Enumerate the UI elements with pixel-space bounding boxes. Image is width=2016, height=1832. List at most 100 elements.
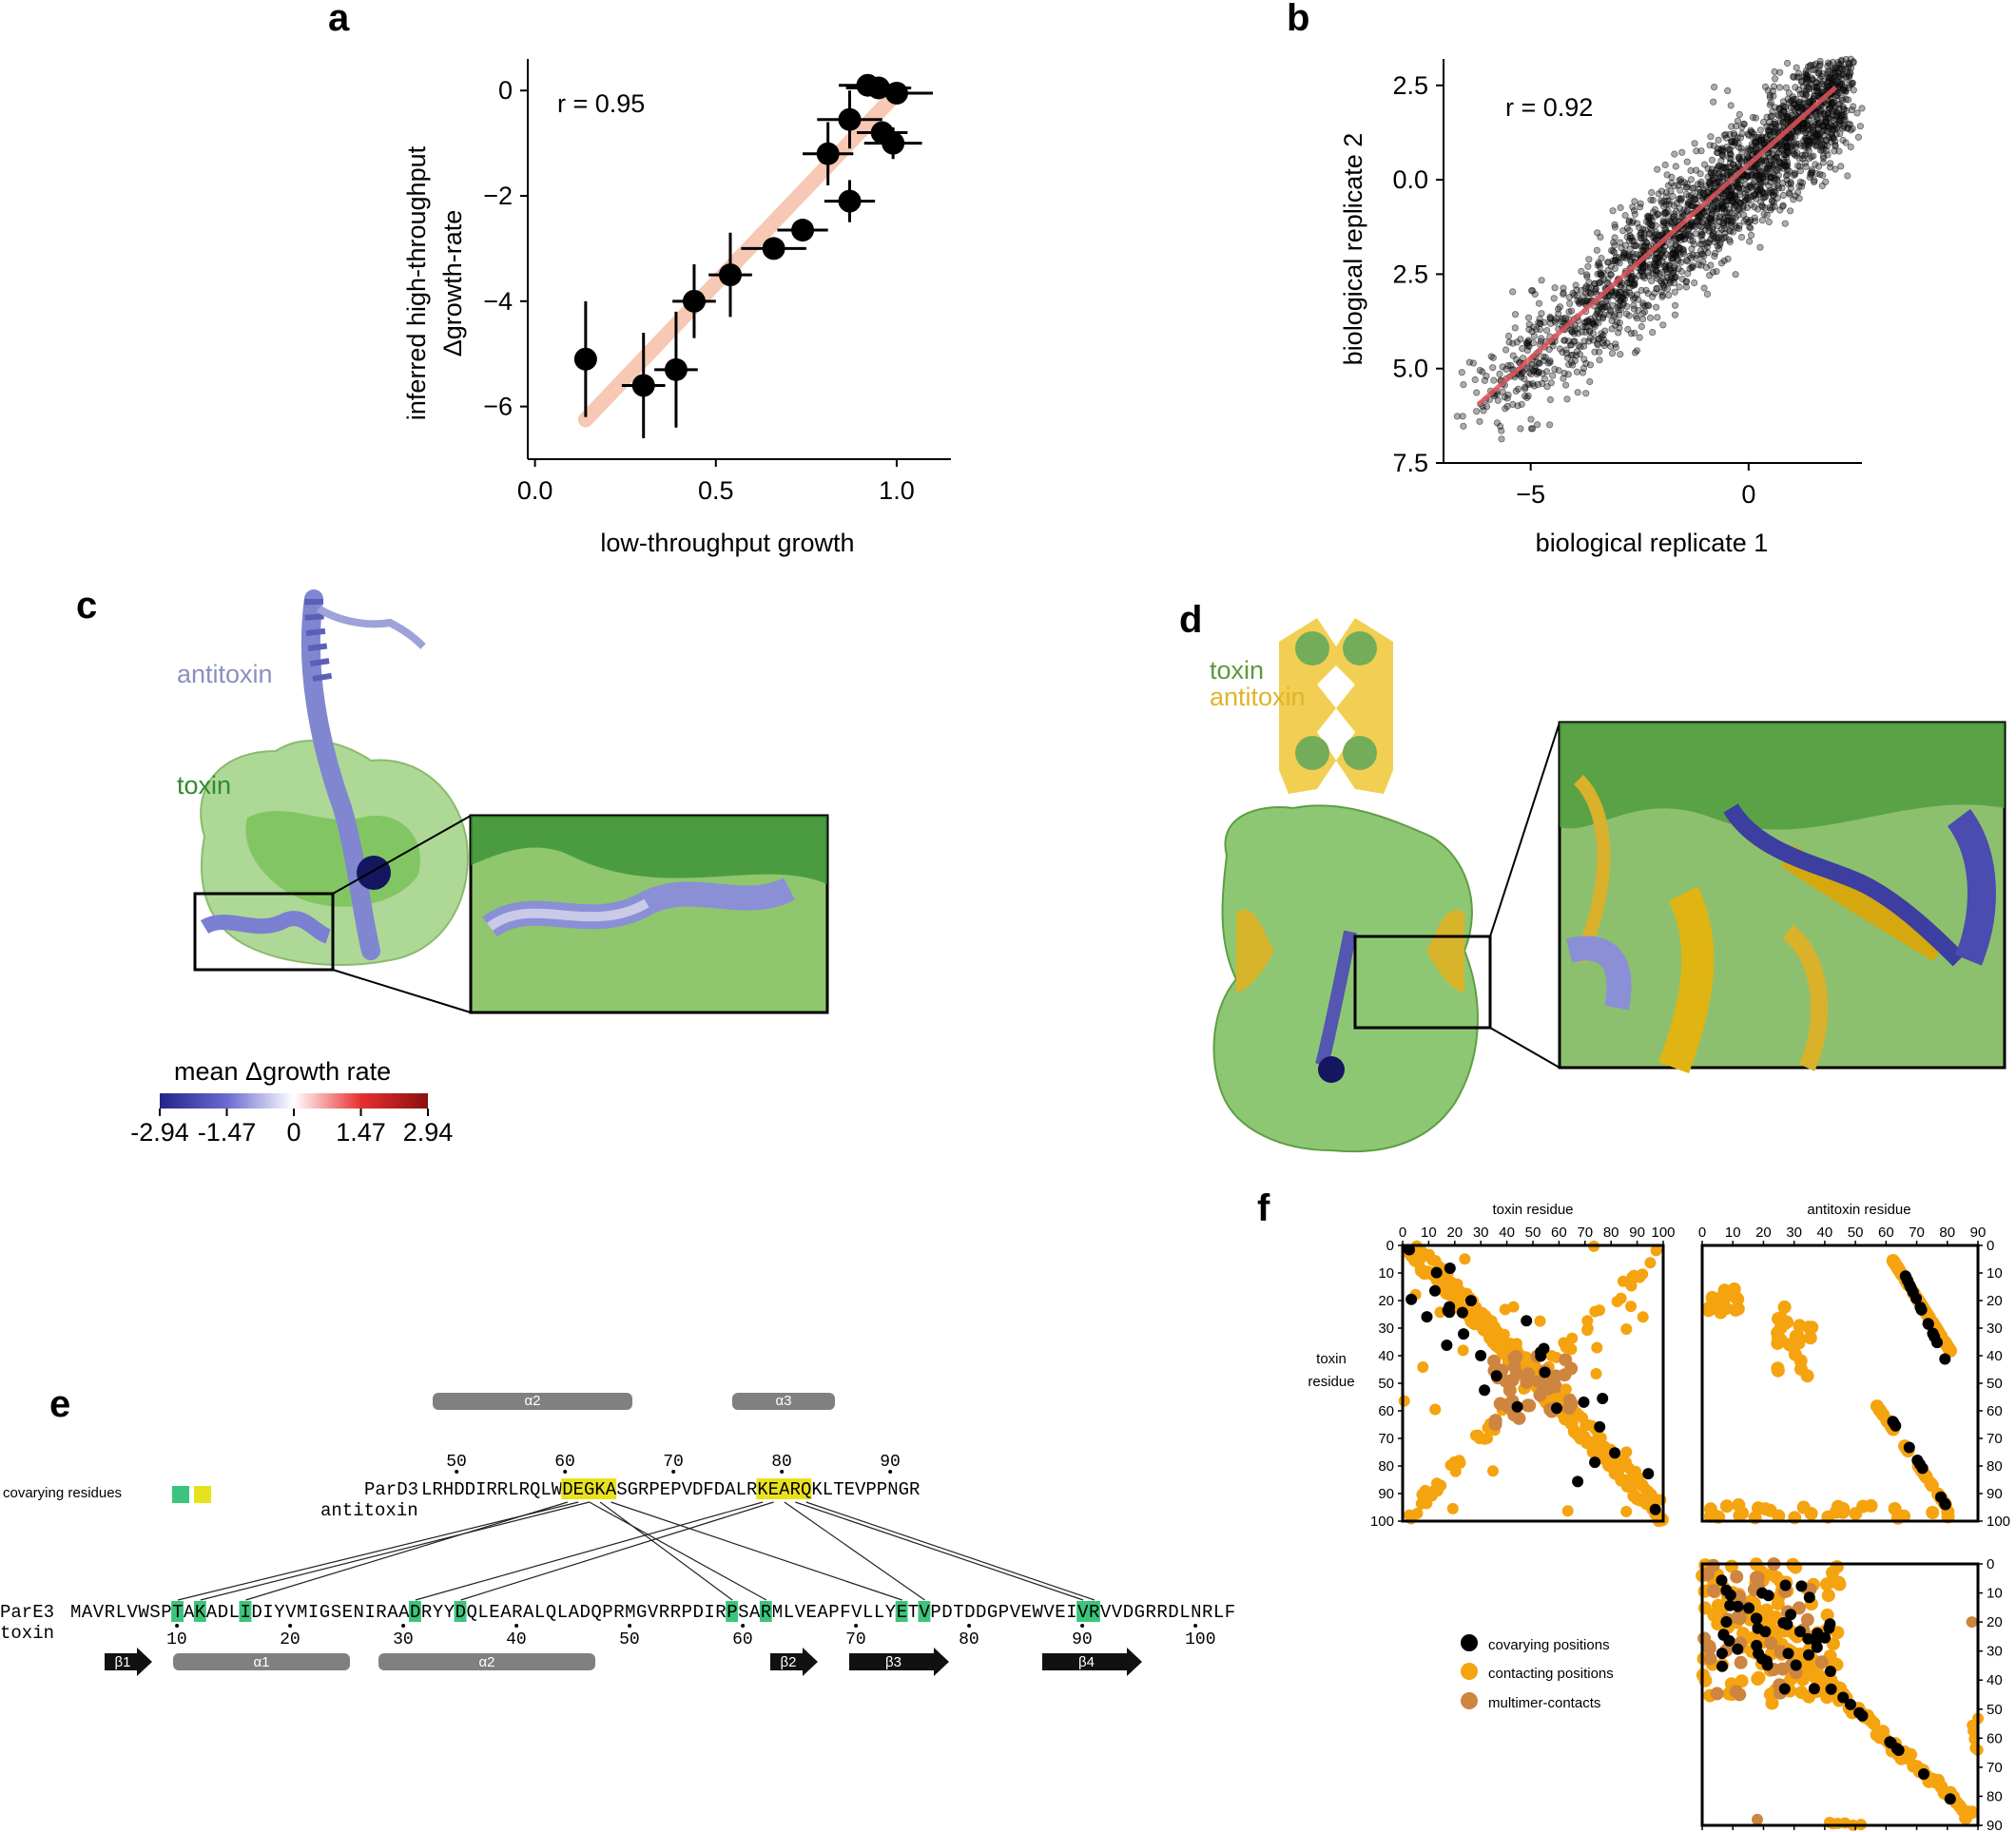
panel-b-point (1517, 425, 1524, 433)
tetramer-dark-residue (1318, 1056, 1345, 1083)
panel-b-point (1607, 270, 1615, 279)
contact-map-dot (1444, 1263, 1456, 1274)
panel-b-point (1818, 80, 1826, 88)
panel-b-point (1738, 129, 1746, 138)
antitoxin-number-dot (780, 1470, 785, 1474)
panel-b-point (1717, 236, 1725, 243)
panel-a-point (863, 127, 922, 160)
contact-map-dot (1743, 1602, 1755, 1614)
antitoxin-residue: V (682, 1479, 693, 1500)
panel-b-point (1610, 313, 1618, 320)
panel-b-point (1676, 283, 1683, 291)
panel-b-point (1671, 150, 1678, 158)
contact-map-xtick-label: 30 (1473, 1225, 1489, 1241)
panel-b-point (1770, 92, 1777, 100)
panel-b-point (1711, 169, 1718, 177)
contact-map-dot (1697, 1631, 1712, 1646)
panel-b-point (1556, 345, 1564, 353)
toxin-residue: A (398, 1602, 410, 1623)
toxin-residue: A (184, 1602, 195, 1623)
toxin-number-dot (741, 1624, 746, 1628)
contact-map-dot (1825, 1683, 1837, 1695)
toxin-ss-label: β3 (885, 1654, 901, 1670)
colorbar-tick-label: 0 (286, 1118, 300, 1147)
panel-b-point (1820, 131, 1828, 139)
panel-b-point (1802, 129, 1810, 137)
antitoxin-number: 70 (663, 1453, 684, 1472)
panel-b-point (1600, 341, 1608, 350)
panel-b-point (1699, 258, 1707, 265)
toxin-residue: E (489, 1602, 499, 1623)
panel-b-point (1458, 369, 1465, 376)
panel-b-point (1560, 369, 1568, 377)
panel-b-point (1794, 188, 1802, 196)
panel-b-point (1726, 149, 1734, 157)
panel-f-antitoxin-residue-title: antitoxin residue (1807, 1202, 1910, 1218)
panel-f-ylabel-line2: residue (1308, 1374, 1354, 1390)
panel-b-point (1752, 191, 1759, 199)
toxin-residue: R (761, 1602, 771, 1623)
legend-label-multimer: multimer-contacts (1488, 1695, 1600, 1711)
panel-b-point (1649, 293, 1657, 300)
toxin-number: 30 (393, 1630, 414, 1649)
panel-b-annotation: r = 0.92 (1505, 93, 1593, 122)
panel-b-point (1814, 163, 1823, 170)
panel-b-point (1567, 341, 1575, 349)
panel-b-point (1524, 314, 1533, 321)
contact-map-dot (1734, 1655, 1748, 1669)
toxin-residue: D (456, 1602, 466, 1623)
contact-map-dot (1421, 1311, 1433, 1323)
panel-b-point (1823, 142, 1832, 149)
contact-map-dot (1441, 1340, 1453, 1351)
panel-b-point (1740, 218, 1748, 225)
panel-b-point (1582, 390, 1590, 397)
panel-b-point (1584, 262, 1592, 270)
contact-map-dot (1731, 1610, 1745, 1625)
panel-b-point (1604, 259, 1612, 266)
panel-b-point (1779, 102, 1787, 110)
contact-map-ytick-label: 20 (1987, 1293, 2003, 1309)
panel-b-point (1715, 162, 1722, 169)
toxin-residue: R (105, 1602, 115, 1623)
panel-b-point (1848, 106, 1855, 114)
contact-map-dot (1803, 1649, 1814, 1661)
contact-map-dot (1870, 1399, 1884, 1414)
panel-b-point (1765, 218, 1774, 226)
panel-a-point (817, 90, 882, 149)
contact-map-dot (1890, 1419, 1902, 1432)
panel-b-point (1555, 367, 1562, 375)
panel-b-point (1771, 119, 1778, 126)
panel-b-point (1529, 287, 1537, 295)
panel-b-point (1854, 133, 1863, 141)
panel-b-point (1844, 172, 1851, 180)
panel-b-point (1658, 293, 1666, 300)
panel-b-point (1826, 61, 1833, 68)
toxin-residue: T (953, 1602, 963, 1623)
contact-map-dot (1790, 1659, 1802, 1671)
colorbar-tick-label: -1.47 (198, 1118, 257, 1147)
contact-map-dot (1620, 1446, 1633, 1458)
panel-b-ylabel: biological replicate 2 (1339, 133, 1367, 366)
panel-b-point (1730, 161, 1737, 168)
antitoxin-number-dot (671, 1470, 676, 1474)
panel-a-point (573, 300, 597, 417)
panel-b-point (1596, 357, 1603, 364)
panel-b-point (1727, 227, 1735, 235)
panel-b-point (1685, 201, 1693, 208)
panel-b-point (1556, 303, 1564, 311)
panel-b-ytick-label: 2.5 (1392, 71, 1428, 100)
panel-b-point (1787, 207, 1794, 215)
toxin-residue: D (218, 1602, 228, 1623)
contact-map-dot (1771, 1361, 1785, 1376)
contact-map-dot (1827, 1818, 1839, 1830)
toxin-residue: Y (274, 1602, 285, 1623)
panel-b-point (1460, 422, 1467, 430)
panel-b-point (1802, 163, 1810, 170)
toxin-residue: V (920, 1602, 931, 1623)
contact-map-dot (1794, 1362, 1808, 1377)
contact-map-dot (1578, 1396, 1590, 1408)
panel-b-point (1740, 211, 1748, 219)
toxin-residue: R (421, 1602, 432, 1623)
contact-map-dot (1457, 1344, 1469, 1357)
panel-b-point (1644, 289, 1652, 298)
